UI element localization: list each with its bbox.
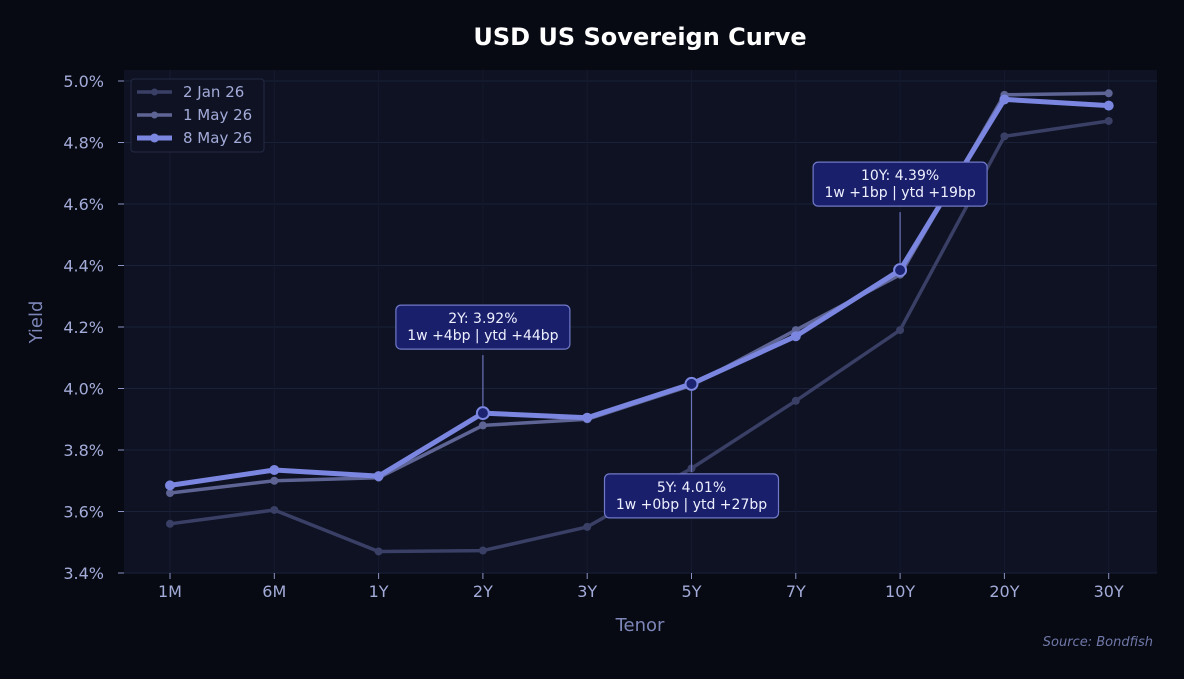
y-tick-label: 4.0% [63, 380, 104, 399]
series-point [373, 471, 384, 482]
y-tick-label: 4.8% [63, 134, 104, 153]
legend-marker [150, 133, 159, 143]
series-point [374, 547, 383, 556]
series-point [166, 489, 174, 498]
x-tick-label: 3Y [577, 582, 597, 601]
x-tick-label: 2Y [473, 582, 493, 601]
chart-title: USD US Sovereign Curve [473, 23, 806, 51]
y-tick-label: 3.6% [63, 503, 104, 522]
legend: 2 Jan 26 1 May 26 8 May 26 [130, 78, 265, 153]
x-tick-label: 1M [158, 582, 182, 601]
annotation-marker [893, 263, 908, 278]
series-point [165, 480, 175, 491]
annotation-title: 2Y: 3.92% [448, 311, 517, 327]
annotation-marker [475, 406, 490, 421]
annotation-box [395, 304, 571, 350]
series-point [1000, 132, 1009, 141]
series-point [896, 326, 905, 335]
x-tick-label: 6M [262, 582, 286, 601]
series-point [1104, 116, 1113, 125]
annotation-box [603, 473, 780, 519]
series-point [166, 519, 174, 528]
series-point [478, 546, 487, 555]
y-tick-label: 3.4% [63, 564, 104, 583]
series-point [583, 522, 592, 531]
annotation-detail: 1w +4bp | ytd +44bp [407, 328, 558, 344]
axes: 3.4% 3.6% 3.8% 4.0% 4.2% 4.4% 4.6% 4.8% 5.0% 1M 6M… [63, 72, 1124, 601]
annotation-detail: 1w +0bp | ytd +27bp [616, 497, 767, 513]
annotation-title: 5Y: 4.01% [657, 480, 726, 496]
legend-box [130, 78, 265, 153]
source-note: Source: Bondfish [1043, 635, 1153, 650]
x-tick-label: 10Y [885, 582, 915, 601]
series-point [270, 476, 279, 485]
series-point [270, 505, 279, 514]
y-tick-label: 5.0% [63, 72, 104, 91]
legend-marker [151, 111, 158, 119]
series-point [269, 464, 280, 475]
series-point [790, 331, 801, 342]
x-axis-label: Tenor [615, 615, 665, 636]
series-point [1104, 89, 1113, 98]
series-point [582, 412, 593, 423]
annotation-detail: 1w +1bp | ytd +19bp [824, 185, 975, 201]
y-tick-label: 4.2% [63, 318, 104, 337]
x-tick-label: 5Y [682, 582, 702, 601]
annotation-box [812, 161, 988, 207]
y-tick-label: 4.6% [63, 195, 104, 214]
annotation-marker [684, 376, 699, 391]
x-tick-label: 30Y [1094, 582, 1124, 601]
series-point [791, 396, 800, 405]
annotation-title: 10Y: 4.39% [861, 168, 939, 184]
y-axis-label: Yield [26, 301, 47, 345]
legend-label: 1 May 26 [183, 106, 252, 124]
x-tick-label: 7Y [786, 582, 806, 601]
x-tick-label: 20Y [989, 582, 1019, 601]
legend-label: 2 Jan 26 [183, 83, 244, 101]
series-point [478, 421, 487, 430]
y-tick-label: 3.8% [63, 441, 104, 460]
y-tick-label: 4.4% [63, 257, 104, 276]
x-tick-label: 1Y [369, 582, 389, 601]
legend-marker [151, 88, 158, 96]
legend-label: 8 May 26 [183, 129, 252, 147]
series-point [1103, 100, 1114, 111]
series-point [999, 94, 1010, 105]
